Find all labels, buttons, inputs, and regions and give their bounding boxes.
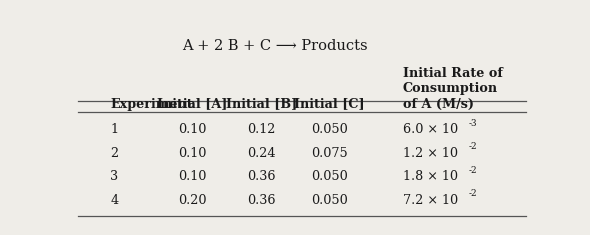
Text: 0.075: 0.075 bbox=[312, 147, 348, 160]
Text: 0.12: 0.12 bbox=[247, 123, 276, 136]
Text: 1.8 × 10: 1.8 × 10 bbox=[403, 170, 458, 183]
Text: Initial [A]: Initial [A] bbox=[158, 98, 228, 110]
Text: -3: -3 bbox=[468, 119, 477, 128]
Text: 0.10: 0.10 bbox=[178, 147, 207, 160]
Text: 1.2 × 10: 1.2 × 10 bbox=[403, 147, 458, 160]
Text: -2: -2 bbox=[468, 166, 477, 175]
Text: 0.36: 0.36 bbox=[247, 170, 276, 183]
Text: 0.050: 0.050 bbox=[312, 170, 348, 183]
Text: 0.050: 0.050 bbox=[312, 194, 348, 207]
Text: 2: 2 bbox=[110, 147, 119, 160]
Text: Initial [B]: Initial [B] bbox=[225, 98, 297, 110]
Text: A + 2 B + C ⟶ Products: A + 2 B + C ⟶ Products bbox=[182, 39, 368, 53]
Text: Initial [C]: Initial [C] bbox=[294, 98, 365, 110]
Text: 1: 1 bbox=[110, 123, 119, 136]
Text: Initial Rate of
Consumption
of A (M/s): Initial Rate of Consumption of A (M/s) bbox=[403, 67, 503, 110]
Text: 0.20: 0.20 bbox=[178, 194, 207, 207]
Text: 0.10: 0.10 bbox=[178, 123, 207, 136]
Text: 6.0 × 10: 6.0 × 10 bbox=[403, 123, 458, 136]
Text: -2: -2 bbox=[468, 189, 477, 198]
Text: 0.24: 0.24 bbox=[247, 147, 276, 160]
Text: 0.36: 0.36 bbox=[247, 194, 276, 207]
Text: Experiment: Experiment bbox=[110, 98, 193, 110]
Text: 0.10: 0.10 bbox=[178, 170, 207, 183]
Text: 7.2 × 10: 7.2 × 10 bbox=[403, 194, 458, 207]
Text: 4: 4 bbox=[110, 194, 119, 207]
Text: 0.050: 0.050 bbox=[312, 123, 348, 136]
Text: -2: -2 bbox=[468, 142, 477, 151]
Text: 3: 3 bbox=[110, 170, 119, 183]
